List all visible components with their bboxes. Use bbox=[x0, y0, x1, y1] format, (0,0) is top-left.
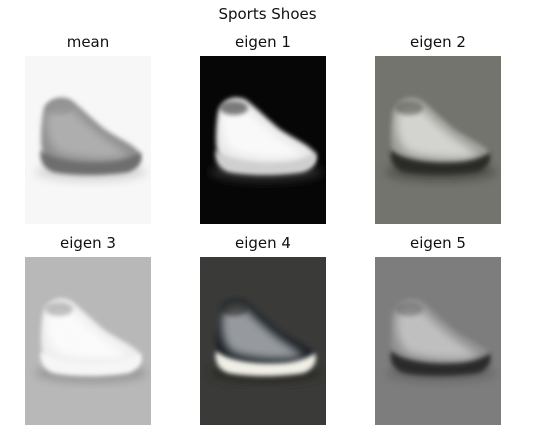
shoe-image bbox=[375, 56, 501, 224]
shoe-image bbox=[25, 257, 151, 425]
shoe-figure bbox=[25, 56, 151, 224]
shoe-figure bbox=[375, 56, 501, 224]
shoe-highlight bbox=[221, 104, 304, 159]
shoe-collar bbox=[220, 101, 248, 115]
shoe-image bbox=[25, 56, 151, 224]
shoe-collar bbox=[395, 101, 423, 115]
shoe-sole bbox=[215, 351, 316, 376]
figure-title: Sports Shoes bbox=[218, 5, 317, 23]
shoe-figure bbox=[200, 257, 326, 425]
shoe-figure bbox=[200, 56, 326, 224]
shoe-collar bbox=[220, 302, 248, 316]
panel-title: eigen 1 bbox=[235, 33, 291, 51]
shoe-collar bbox=[45, 101, 73, 115]
shoe-sole bbox=[390, 351, 491, 376]
panel-title: eigen 5 bbox=[410, 234, 466, 252]
shoe-collar bbox=[395, 302, 423, 316]
shoe-image bbox=[200, 56, 326, 224]
shoe-figure bbox=[375, 257, 501, 425]
shoe-highlight bbox=[396, 104, 479, 159]
shoe-sole bbox=[215, 150, 316, 175]
shoe-highlight bbox=[46, 104, 129, 159]
shoe-sole bbox=[40, 150, 141, 175]
shoe-figure bbox=[25, 257, 151, 425]
shoe-highlight bbox=[46, 305, 129, 360]
shoe-highlight bbox=[396, 305, 479, 360]
panel-title: eigen 3 bbox=[60, 234, 116, 252]
shoe-sole bbox=[40, 351, 141, 376]
shoe-sole bbox=[390, 150, 491, 175]
shoe-highlight bbox=[221, 305, 304, 360]
shoe-image bbox=[375, 257, 501, 425]
shoe-image bbox=[200, 257, 326, 425]
panel-title: mean bbox=[66, 33, 110, 51]
shoe-collar bbox=[45, 302, 73, 316]
panel-title: eigen 4 bbox=[235, 234, 291, 252]
panel-title: eigen 2 bbox=[410, 33, 466, 51]
